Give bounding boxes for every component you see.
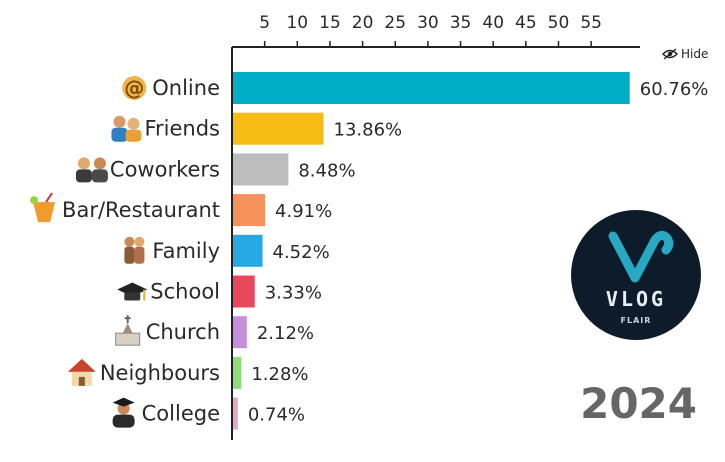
bar-coworkers — [233, 153, 289, 186]
value-label: 60.76% — [640, 79, 709, 100]
vlog-flair-logo: VLOG FLAIR — [571, 210, 701, 340]
house-icon — [67, 358, 96, 386]
x-tick-label: 30 — [417, 13, 439, 33]
bar-church — [233, 316, 247, 349]
v-logo-mark — [608, 230, 674, 283]
x-tick-label: 20 — [352, 13, 374, 33]
category-label: Church — [146, 320, 220, 344]
graduate-icon — [112, 397, 135, 428]
x-tick-label: 35 — [450, 13, 472, 33]
x-tick-label: 40 — [482, 13, 504, 33]
logo-word: VLOG — [605, 287, 667, 311]
x-tick-label: 55 — [580, 13, 602, 33]
value-label: 8.48% — [298, 160, 355, 181]
hide-button[interactable]: Hide — [662, 44, 708, 64]
x-tick-label: 25 — [384, 13, 406, 33]
bar-neighbours — [233, 356, 242, 389]
friends-icon — [111, 115, 142, 142]
hide-button-label: Hide — [681, 47, 709, 61]
category-label: Bar/Restaurant — [62, 198, 220, 222]
value-label: 3.33% — [265, 283, 322, 304]
bar-family — [233, 234, 263, 267]
x-tick-label: 45 — [515, 13, 537, 33]
category-label: Neighbours — [100, 361, 220, 385]
bar-college — [233, 397, 238, 430]
category-label: Family — [152, 239, 220, 263]
church-icon — [115, 315, 141, 346]
x-tick-label: 50 — [548, 13, 570, 33]
value-label: 1.28% — [251, 364, 308, 385]
coworkers-icon — [75, 157, 108, 183]
bar-bar-restaurant — [233, 194, 266, 227]
category-label: Online — [152, 76, 220, 100]
svg-text:@: @ — [124, 76, 144, 100]
category-label: School — [150, 280, 220, 304]
cocktail-icon — [30, 192, 56, 223]
year-label: 2024 — [580, 379, 697, 428]
category-label: Coworkers — [110, 157, 220, 181]
at-sign-icon: @ — [122, 76, 147, 100]
logo-subword: FLAIR — [620, 316, 652, 325]
eye-slash-icon — [662, 48, 678, 60]
x-tick-label: 15 — [319, 13, 341, 33]
graduation-cap-icon — [117, 282, 148, 301]
bar-online — [233, 72, 630, 104]
x-tick-label: 5 — [259, 13, 270, 33]
value-label: 4.52% — [273, 242, 330, 263]
value-label: 13.86% — [334, 120, 403, 141]
bar-friends — [233, 112, 324, 145]
family-icon — [124, 236, 145, 264]
category-label: College — [142, 402, 220, 426]
value-label: 0.74% — [248, 405, 305, 426]
bar-school — [233, 275, 255, 308]
value-label: 4.91% — [275, 201, 332, 222]
value-label: 2.12% — [257, 323, 314, 344]
category-label: Friends — [144, 117, 220, 141]
x-tick-label: 10 — [286, 13, 308, 33]
